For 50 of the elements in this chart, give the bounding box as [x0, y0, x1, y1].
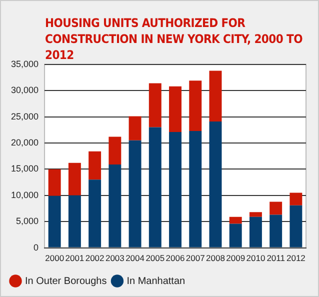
bar	[209, 122, 222, 248]
bar	[249, 216, 262, 248]
bar	[48, 196, 61, 248]
bar	[290, 192, 302, 206]
bar	[229, 216, 242, 224]
x-tick-label: 2005	[146, 253, 165, 264]
bar	[169, 86, 182, 132]
y-tick-label: 35,000	[10, 58, 39, 69]
x-tick-label: 2002	[85, 253, 105, 264]
bar	[68, 162, 81, 196]
legend-label: In Manhattan	[126, 276, 186, 287]
y-tick-label: 25,000	[10, 111, 39, 122]
y-tick-label: 0	[34, 242, 39, 252]
bar	[209, 70, 222, 122]
bar	[68, 195, 81, 248]
x-tick-label: 2001	[65, 253, 84, 264]
bar	[229, 224, 242, 248]
bar	[148, 127, 162, 248]
bar	[128, 140, 142, 248]
bar	[88, 180, 102, 248]
bar	[249, 212, 262, 217]
x-tick-label: 2000	[45, 253, 64, 264]
bar	[189, 130, 202, 248]
x-tick-label: 2012	[286, 253, 306, 264]
x-tick-label: 2011	[266, 253, 286, 264]
y-tick-label: 20,000	[10, 137, 39, 148]
bar	[48, 169, 61, 196]
bar	[189, 80, 202, 131]
bar	[108, 164, 122, 248]
bar	[128, 116, 142, 140]
x-tick-label: 2007	[186, 253, 206, 264]
bar	[108, 136, 122, 164]
bar	[148, 83, 162, 128]
bar	[270, 202, 282, 215]
x-tick-label: 2010	[246, 253, 266, 264]
y-tick-label: 5,000	[16, 216, 39, 226]
y-tick-label: 15,000	[10, 164, 39, 174]
x-tick-label: 2006	[166, 253, 185, 264]
legend-label: In Outer Boroughs	[25, 276, 107, 287]
y-tick-label: 10,000	[10, 190, 39, 200]
x-tick-label: 2009	[226, 253, 246, 264]
chart-title: HOUSING UNITS AUTHORIZED FOR CONSTRUCTION IN NEW YORK CITY, 2000 TO 2012	[45, 15, 304, 63]
x-tick-label: 2003	[105, 253, 125, 264]
bar	[290, 205, 302, 248]
y-tick-label: 30,000	[10, 85, 39, 96]
x-tick-label: 2004	[126, 253, 145, 264]
x-tick-label: 2008	[206, 253, 226, 264]
bar	[88, 151, 102, 180]
bar	[169, 132, 182, 248]
bar	[270, 214, 282, 248]
